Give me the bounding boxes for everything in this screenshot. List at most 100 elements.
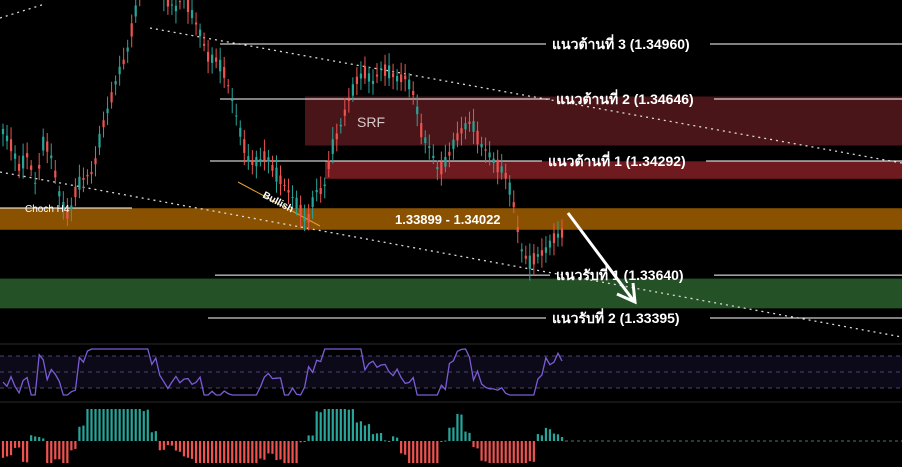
histogram-bar — [227, 441, 230, 463]
candle — [512, 190, 515, 214]
candle — [528, 243, 531, 281]
histogram-bar — [134, 409, 137, 441]
candle — [239, 120, 242, 146]
candle-body — [271, 165, 274, 171]
histogram-bar — [339, 409, 342, 441]
histogram-bar — [166, 441, 169, 446]
candle — [70, 197, 73, 222]
candle-body — [194, 22, 198, 25]
candle — [412, 81, 415, 105]
histogram-bar — [355, 422, 359, 441]
candle-body — [122, 59, 125, 65]
candle-body — [440, 161, 443, 175]
histogram-bar — [540, 435, 543, 441]
candle-body — [480, 144, 483, 148]
candle-body — [540, 250, 543, 256]
candle — [38, 152, 41, 181]
candle — [464, 116, 467, 140]
histogram-bar — [142, 411, 145, 441]
histogram-bar — [440, 441, 443, 442]
candle — [74, 178, 77, 207]
candle-body — [424, 137, 427, 144]
candle-body — [331, 139, 334, 154]
candle-body — [26, 153, 29, 158]
candle — [327, 151, 330, 178]
candle — [500, 154, 503, 180]
histogram-bar — [126, 409, 129, 441]
histogram-bar — [391, 436, 395, 441]
candle — [1, 123, 5, 147]
candle — [351, 77, 354, 102]
histogram-bar — [484, 441, 487, 462]
histogram-bar — [295, 441, 298, 463]
histogram-bar — [283, 441, 286, 463]
candle — [552, 223, 556, 256]
candle-body — [66, 210, 69, 219]
candle-body — [492, 158, 495, 164]
candle — [488, 141, 491, 166]
candle — [287, 178, 290, 205]
candle — [102, 111, 105, 138]
histogram-bar — [492, 441, 495, 463]
candle-body — [444, 157, 447, 167]
candle — [492, 152, 495, 173]
candle — [420, 113, 423, 145]
candle — [134, 0, 137, 23]
histogram-bar — [432, 441, 435, 463]
histogram-bar — [1, 441, 5, 458]
candle — [247, 143, 250, 170]
candle-body — [86, 174, 89, 177]
histogram-bar — [367, 424, 371, 441]
histogram-bar — [299, 441, 302, 443]
histogram-bar — [307, 435, 310, 441]
zone-support-zone — [0, 278, 902, 309]
candle — [170, 0, 174, 15]
histogram-bar — [323, 409, 326, 441]
candle — [194, 12, 198, 36]
candle — [50, 143, 53, 170]
histogram-bar — [460, 414, 463, 441]
histogram-bar — [416, 441, 419, 463]
candle-body — [472, 121, 475, 132]
candle-body — [62, 202, 65, 210]
candle — [114, 75, 117, 96]
histogram-bar — [456, 413, 459, 441]
histogram-bar — [556, 434, 560, 441]
candle-body — [219, 59, 222, 72]
histogram-bar — [90, 409, 93, 441]
histogram-bar — [146, 409, 149, 441]
candle-body — [408, 79, 411, 90]
level-resistance-1: แนวต้านที่ 3 (1.34960) — [220, 34, 902, 52]
level-label: แนวต้านที่ 1 (1.34292) — [548, 151, 686, 169]
trendline-left-upper — [0, 3, 46, 19]
trendlines-layer — [0, 3, 902, 338]
histogram-bar — [500, 441, 503, 463]
histogram-bar — [444, 440, 447, 442]
candle — [17, 155, 21, 179]
candle-body — [311, 197, 314, 207]
candle-body — [247, 156, 250, 162]
candle-body — [391, 73, 395, 78]
histogram-bar — [34, 436, 37, 441]
candle — [82, 167, 85, 193]
candle-body — [38, 164, 41, 169]
histogram-bar — [287, 441, 290, 463]
candle-body — [287, 190, 290, 193]
candle-body — [528, 255, 531, 269]
candle — [315, 178, 318, 202]
candle-body — [118, 66, 121, 75]
histogram-bar — [524, 441, 527, 463]
histogram-bar — [235, 441, 238, 463]
candle-body — [134, 5, 137, 17]
histogram-bar — [231, 441, 234, 463]
histogram-bar — [251, 441, 254, 463]
candle-body — [70, 205, 73, 210]
histogram-bar — [138, 409, 141, 441]
candle-body — [339, 124, 342, 127]
candle-body — [267, 157, 270, 162]
candle-body — [524, 255, 527, 259]
candle-body — [375, 74, 379, 77]
candle — [456, 121, 459, 148]
histogram-bar — [50, 441, 53, 463]
